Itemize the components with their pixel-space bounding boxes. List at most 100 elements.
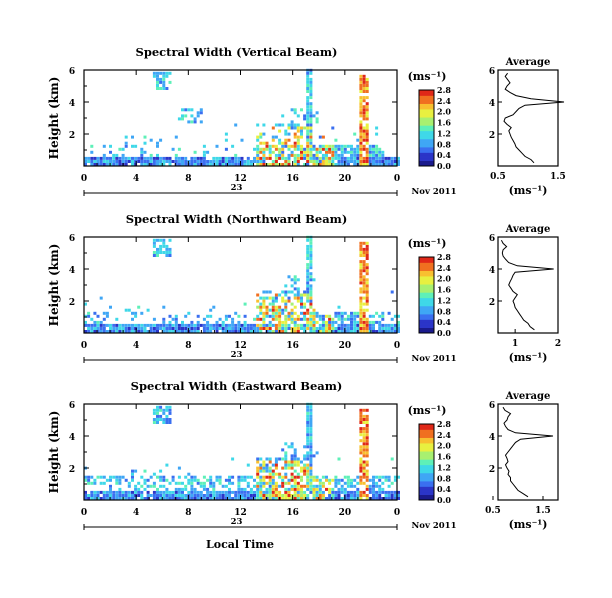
y-tick-label: 2 [69,298,75,308]
colorbar-tick-label: 0.4 [437,317,451,327]
colorbar-tick-label: 0.4 [437,150,451,160]
average-profile: Average 2 4 6 1 2 (ms⁻¹) [489,224,561,364]
colorbar-tick-label: 1.6 [437,452,451,462]
avg-y-tick-label: 4 [489,99,495,109]
x-tick-label: 8 [185,341,191,351]
average-profile-line [500,239,554,331]
x-tick-label: 4 [133,508,139,518]
avg-y-tick-label: 4 [489,433,495,443]
avg-y-tick-label: 2 [489,131,495,141]
colorbar-tick-label: 0.4 [437,484,451,494]
x-tick-label: 8 [185,508,191,518]
panel-eastward: Spectral Width (Eastward Beam) 2 4 6 Height … [47,379,559,531]
avg-x-tick-label: 0.5 [485,506,501,516]
panel-vertical: Spectral Width (Vertical Beam) 2 4 6 Height … [47,45,566,197]
colorbar-gradient [419,424,434,501]
panel-title: Spectral Width (Eastward Beam) [131,379,343,393]
x-axis-label: Local Time [206,538,274,551]
x-tick-label: 20 [339,174,352,184]
heatmap-cells [84,402,400,500]
y-tick-label: 2 [69,131,75,141]
date-label: Nov 2011 [412,354,457,364]
average-profile: Average 2 4 6 0.5 1.5 (ms⁻¹) [485,391,559,531]
x-tick-label: 12 [234,341,247,351]
y-tick-label: 2 [69,465,75,475]
average-title: Average [505,391,551,402]
x-tick-label: 16 [286,508,299,518]
y-tick-label: 4 [69,99,75,109]
colorbar-unit: (ms⁻¹) [408,70,447,83]
x-tick-label: 8 [185,174,191,184]
colorbar-tick-label: 2.0 [437,441,451,451]
average-x-label: (ms⁻¹) [509,518,548,531]
day-label: 23 [231,350,243,360]
colorbar-tick-label: 2.8 [437,252,451,262]
colorbar-tick-label: 1.2 [437,128,451,138]
y-tick-label: 4 [69,266,75,276]
panel-title: Spectral Width (Northward Beam) [126,212,348,226]
colorbar-tick-label: 2.4 [437,263,451,273]
colorbar-tick-label: 0.0 [437,328,451,338]
colorbar-tick-label: 0.0 [437,161,451,171]
colorbar-tick-label: 0.8 [437,139,451,149]
date-label: Nov 2011 [412,187,457,197]
avg-y-tick-label: 2 [489,465,495,475]
avg-x-tick-label: 1.5 [535,506,551,516]
colorbar-tick-label: 1.2 [437,462,451,472]
x-tick-label: 0 [81,341,87,351]
average-x-label: (ms⁻¹) [509,351,548,364]
colorbar-unit: (ms⁻¹) [408,404,447,417]
colorbar-tick-label: 2.0 [437,274,451,284]
x-tick-label: 0 [81,174,87,184]
avg-x-tick-label: 1.5 [550,172,566,182]
colorbar-tick-label: 1.6 [437,285,451,295]
y-axis-label: Height (km) [47,411,61,494]
x-tick-label: 4 [133,174,139,184]
day-label: 23 [231,517,243,527]
colorbar-frame [418,256,435,334]
day-label: 23 [231,183,243,193]
colorbar-tick-label: 2.4 [437,430,451,440]
x-tick-label: 4 [133,341,139,351]
y-tick-label: 4 [69,433,75,443]
date-label: Nov 2011 [412,521,457,531]
x-tick-label: 0 [394,508,400,518]
colorbar-tick-label: 2.4 [437,96,451,106]
x-tick-label: 20 [339,508,352,518]
colorbar-tick-label: 2.0 [437,107,451,117]
average-profile: Average 2 4 6 0.5 1.5(ms⁻¹) [489,57,566,197]
avg-x-tick-label: 2 [555,339,561,349]
colorbar-tick-label: 0.8 [437,473,451,483]
average-title: Average [505,57,551,68]
avg-y-tick-label: 4 [489,266,495,276]
avg-y-tick-label: 6 [489,401,495,411]
average-frame [497,69,559,167]
colorbar-frame [418,423,435,501]
colorbar-tick-label: 1.6 [437,118,451,128]
avg-y-tick-label: 6 [489,67,495,77]
average-title: Average [505,224,551,235]
x-tick-label: 0 [394,341,400,351]
average-profile-line [503,72,565,164]
avg-x-tick-label: 0.5 [490,172,506,182]
colorbar-gradient [419,90,434,167]
avg-y-tick-label: 6 [489,234,495,244]
colorbar-tick-label: 2.8 [437,85,451,95]
heatmap-cells [84,68,400,166]
avg-y-tick-label: 2 [489,298,495,308]
x-tick-label: 12 [234,174,247,184]
x-tick-label: 0 [394,174,400,184]
x-tick-label: 20 [339,341,352,351]
day-bar-ends [83,524,398,530]
heatmap-cells [84,235,400,333]
y-axis-label: Height (km) [47,77,61,160]
y-tick-label: 6 [69,234,75,244]
x-tick-label: 16 [286,341,299,351]
y-axis-label: Height (km) [47,244,61,327]
average-x-label: (ms⁻¹) [509,184,548,197]
x-tick-label: 12 [234,508,247,518]
colorbar-tick-label: 1.2 [437,295,451,305]
y-tick-label: 6 [69,67,75,77]
panel-northward: Spectral Width (Northward Beam) 2 4 6 Height… [47,212,561,364]
